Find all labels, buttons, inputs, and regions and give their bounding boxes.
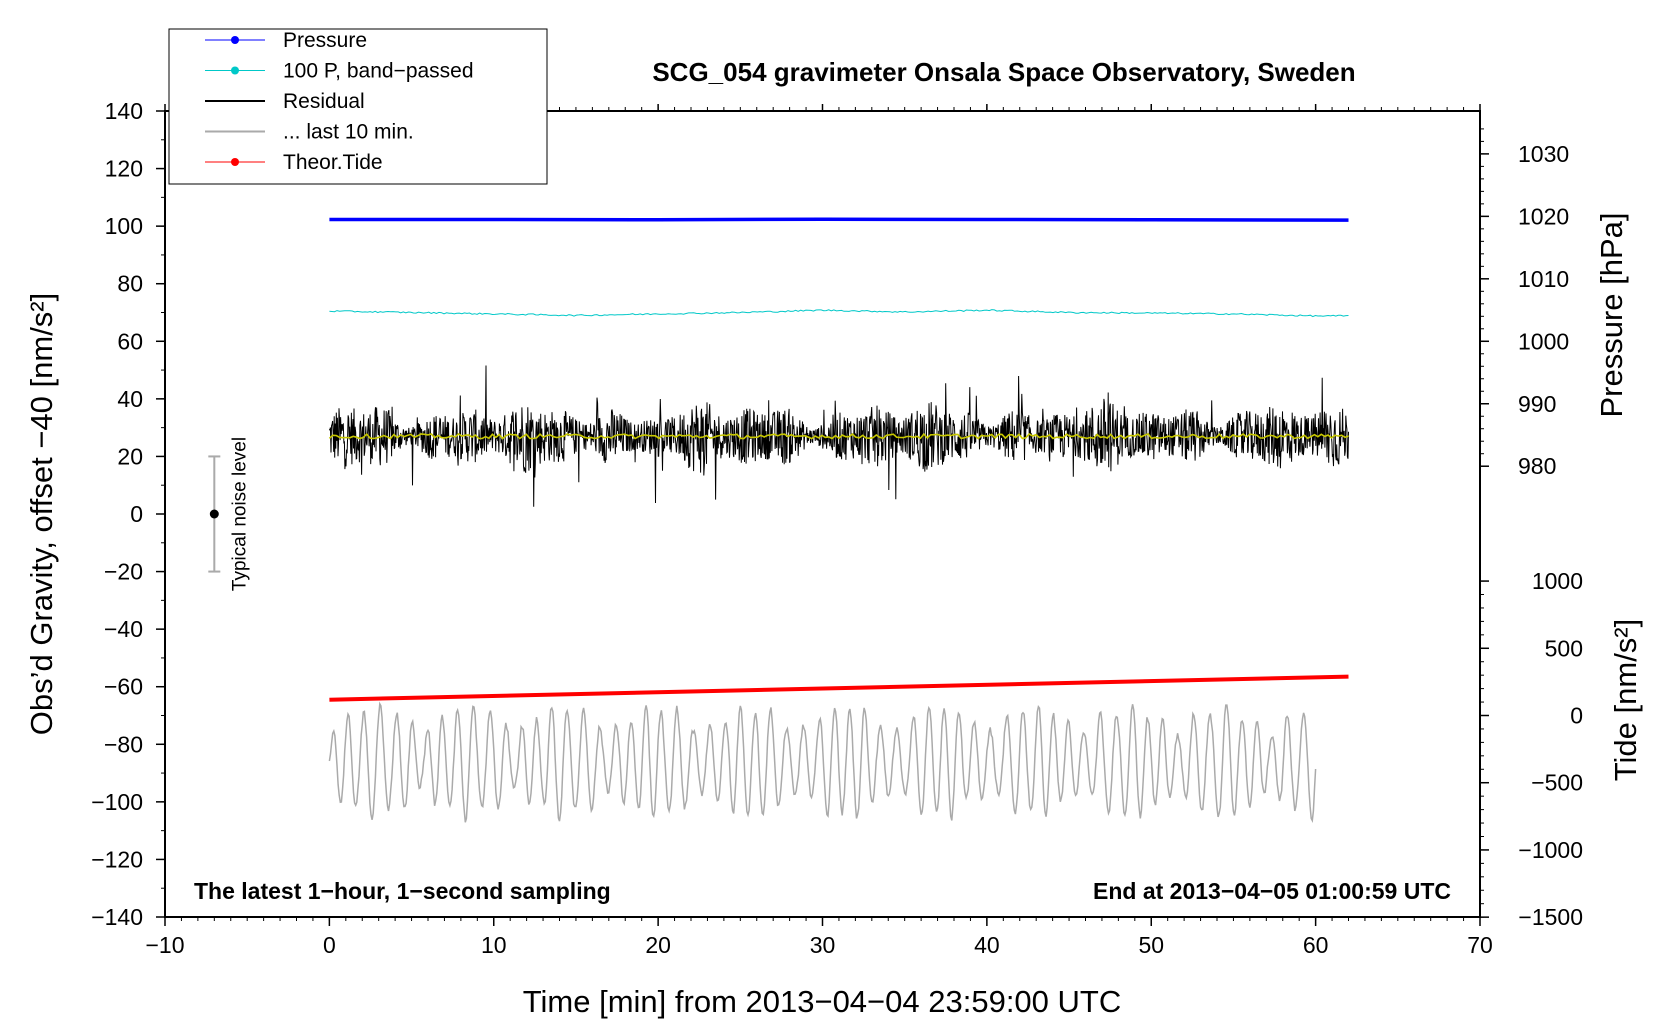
legend-label: Theor.Tide [283, 151, 383, 174]
x-tick-label: 50 [1138, 932, 1164, 958]
noise-bar-center-dot [209, 509, 219, 519]
tide-tick-label: −1500 [1518, 904, 1583, 930]
y-tick-label: −40 [104, 616, 143, 642]
plot-frame [164, 110, 1481, 918]
y-tick-label: 20 [117, 443, 143, 469]
x-tick-label: 70 [1467, 932, 1493, 958]
legend-label: Pressure [283, 29, 367, 52]
noise-bar-label: Typical noise level [229, 437, 250, 591]
y-tick-label: −80 [104, 731, 143, 757]
tide-tick-label: −500 [1531, 770, 1583, 796]
legend-swatch-marker [231, 158, 239, 166]
legend-label: Residual [283, 90, 365, 113]
pressure-tick-label: 980 [1518, 453, 1556, 479]
y-tick-label: 100 [105, 213, 143, 239]
x-tick-label: −10 [145, 932, 184, 958]
x-axis-label: Time [min] from 2013−04−04 23:59:00 UTC [523, 984, 1122, 1019]
pressure-tick-label: 1020 [1518, 203, 1569, 229]
y-tick-label: 120 [105, 156, 143, 182]
x-tick-label: 40 [974, 932, 1000, 958]
legend-label: ... last 10 min. [283, 121, 414, 144]
pressure-series [329, 217, 1349, 222]
x-tick-label: 0 [323, 932, 336, 958]
tide-series [329, 674, 1349, 702]
band-passed-series [329, 309, 1349, 318]
left-annotation: The latest 1−hour, 1−second sampling [194, 878, 611, 904]
legend-swatch-marker [231, 66, 239, 75]
pressure-tick-label: 1010 [1518, 266, 1569, 292]
tide-tick-label: 1000 [1532, 568, 1583, 594]
legend-swatch-marker [231, 36, 239, 44]
y-tick-label: −120 [91, 846, 143, 872]
y-axis-label: Obs’d Gravity, offset −40 [nm/s²] [24, 293, 59, 736]
chart-title: SCG_054 gravimeter Onsala Space Observat… [652, 57, 1355, 87]
tide-tick-label: 500 [1545, 635, 1583, 661]
pressure-axis-label: Pressure [hPa] [1594, 212, 1629, 417]
axes-group: −10 0 10 20 30 40 50 60 70−140−120−100−80−60−40−… [91, 98, 1583, 958]
y-tick-label: 80 [117, 271, 143, 297]
y-tick-label: −140 [91, 904, 143, 930]
noise-bar: Typical noise level [208, 437, 250, 591]
series-group [328, 217, 1349, 824]
residual-smoothed-series [328, 432, 1349, 440]
y-tick-label: 60 [117, 328, 143, 354]
tide-axis-label: Tide [nm/s²] [1608, 619, 1643, 782]
pressure-tick-label: 1030 [1518, 141, 1569, 167]
y-tick-label: −100 [91, 789, 143, 815]
y-tick-label: 40 [117, 386, 143, 412]
x-tick-label: 60 [1303, 932, 1329, 958]
legend: Pressure 100 P, band−passed Residual ... la… [168, 28, 548, 185]
x-tick-label: 20 [645, 932, 671, 958]
right-annotation: End at 2013−04−05 01:00:59 UTC [1093, 878, 1451, 904]
tide-tick-label: −1000 [1518, 837, 1583, 863]
x-tick-label: 10 [481, 932, 507, 958]
tide-tick-label: 0 [1570, 703, 1583, 729]
pressure-tick-label: 1000 [1518, 328, 1569, 354]
legend-label: 100 P, band−passed [283, 60, 474, 83]
y-tick-label: −20 [104, 559, 143, 585]
x-tick-label: 30 [810, 932, 836, 958]
y-tick-label: 140 [105, 98, 143, 124]
y-tick-label: −60 [104, 674, 143, 700]
legend-box [168, 28, 548, 185]
pressure-tick-label: 990 [1518, 391, 1556, 417]
y-tick-label: 0 [130, 501, 143, 527]
residual-series [328, 365, 1349, 507]
last-10-min-series [328, 701, 1317, 824]
